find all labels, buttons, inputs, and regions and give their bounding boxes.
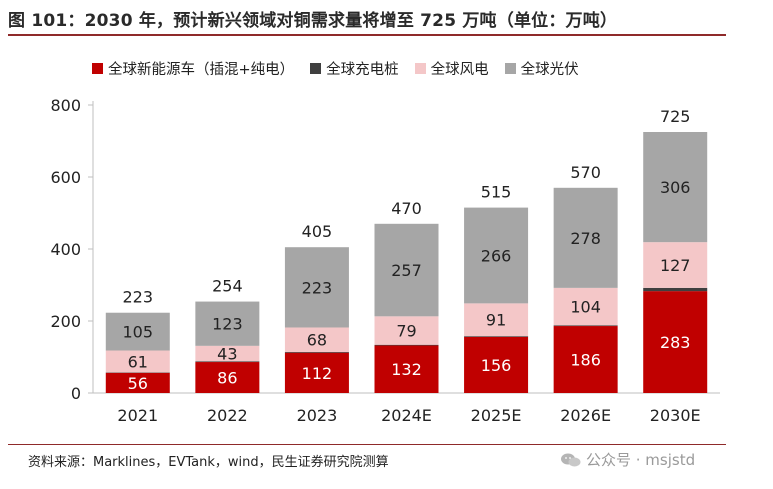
bar-segment-wind	[464, 303, 529, 337]
bar-segment-solar	[643, 132, 708, 243]
data-label-solar: 257	[391, 261, 422, 280]
wechat-icon	[561, 453, 581, 466]
total-label: 725	[660, 107, 691, 126]
bar-segment-charging	[464, 336, 529, 337]
title-divider	[8, 34, 726, 36]
bar-segment-ev	[643, 291, 708, 393]
bar-segment-solar	[374, 223, 439, 317]
bar-segment-charging	[553, 325, 618, 327]
bar-segment-ev	[284, 352, 349, 393]
total-label: 254	[212, 277, 243, 296]
bar-segment-charging	[284, 351, 349, 353]
bar-segment-ev	[464, 336, 529, 393]
bar-segment-charging	[643, 287, 708, 292]
bar-segment-ev	[195, 362, 260, 393]
total-label: 223	[123, 288, 154, 307]
legend-swatch-solar	[504, 63, 516, 74]
data-label-ev: 186	[570, 351, 601, 370]
footer-divider	[8, 444, 726, 445]
data-label-solar: 105	[123, 323, 154, 342]
data-label-ev: 112	[302, 364, 333, 383]
y-tick-label: 200	[50, 312, 81, 331]
data-label-solar: 223	[302, 278, 333, 297]
data-label-wind: 61	[128, 353, 148, 372]
bar-segment-wind	[105, 350, 170, 373]
data-label-solar: 306	[660, 178, 691, 197]
bar-segment-wind	[374, 316, 439, 345]
y-tick-label: 0	[71, 384, 81, 403]
bar-segment-solar	[464, 207, 529, 304]
total-label: 570	[570, 163, 601, 182]
legend-swatch-ev	[92, 63, 103, 74]
legend-swatch-charging	[310, 63, 322, 74]
data-label-ev: 156	[481, 356, 512, 375]
data-label-ev: 86	[217, 369, 237, 388]
x-tick-label: 2025E	[471, 406, 522, 425]
watermark-text: 公众号 · msjstd	[586, 451, 696, 469]
bar-segment-wind	[195, 345, 260, 362]
bar-segment-charging	[195, 361, 260, 363]
bar-segment-solar	[195, 301, 260, 346]
bar-segment-ev	[374, 345, 439, 393]
data-label-wind: 104	[570, 298, 601, 317]
x-tick-label: 2024E	[381, 406, 432, 425]
data-label-wind: 68	[307, 331, 327, 350]
legend-label-wind: 全球风电	[430, 62, 489, 78]
source-note: 资料来源：Marklines，EVTank，wind，民生证券研究院测算	[28, 455, 389, 470]
legend-item-wind: 全球风电	[414, 58, 489, 79]
bar-segment-wind	[284, 327, 349, 352]
bar-segment-solar	[284, 247, 349, 328]
x-tick-label: 2030E	[650, 406, 701, 425]
y-tick-label: 800	[50, 96, 81, 115]
y-tick-label: 600	[50, 168, 81, 187]
bar-segment-wind	[553, 287, 618, 326]
legend-label-ev: 全球新能源车（插混+纯电）	[108, 62, 295, 78]
data-label-wind: 127	[660, 256, 691, 275]
total-label: 470	[391, 199, 422, 218]
bar-segment-charging	[374, 344, 439, 346]
chart-legend: 全球新能源车（插混+纯电） 全球充电桩 全球风电 全球光伏	[92, 58, 579, 79]
bar-segment-solar	[105, 312, 170, 351]
bar-segment-ev	[553, 326, 618, 393]
chart-title: 图 101：2030 年，预计新兴领域对铜需求量将增至 725 万吨（单位：万吨…	[8, 11, 618, 31]
total-label: 515	[481, 183, 512, 202]
data-label-ev: 132	[391, 360, 422, 379]
y-tick-label: 400	[50, 240, 81, 259]
x-tick-label: 2023	[297, 406, 338, 425]
legend-swatch-wind	[414, 63, 426, 74]
data-label-wind: 91	[486, 311, 506, 330]
bar-segment-solar	[553, 187, 618, 288]
data-label-wind: 79	[396, 322, 416, 341]
legend-item-solar: 全球光伏	[504, 58, 579, 79]
legend-label-solar: 全球光伏	[520, 62, 579, 78]
legend-item-ev: 全球新能源车（插混+纯电）	[92, 58, 294, 79]
data-label-solar: 278	[570, 229, 601, 248]
bar-segment-ev	[105, 372, 170, 393]
total-label: 405	[302, 222, 333, 241]
legend-item-charging: 全球充电桩	[310, 58, 399, 79]
data-label-ev: 283	[660, 333, 691, 352]
bar-segment-wind	[643, 242, 708, 288]
legend-label-charging: 全球充电桩	[326, 62, 399, 78]
x-tick-label: 2022	[207, 406, 248, 425]
data-label-wind: 43	[217, 345, 237, 364]
data-label-solar: 266	[481, 246, 512, 265]
data-label-solar: 123	[212, 315, 243, 334]
watermark: 公众号 · msjstd	[560, 449, 695, 470]
data-label-ev: 56	[128, 374, 148, 393]
x-tick-label: 2021	[117, 406, 158, 425]
x-tick-label: 2026E	[560, 406, 611, 425]
